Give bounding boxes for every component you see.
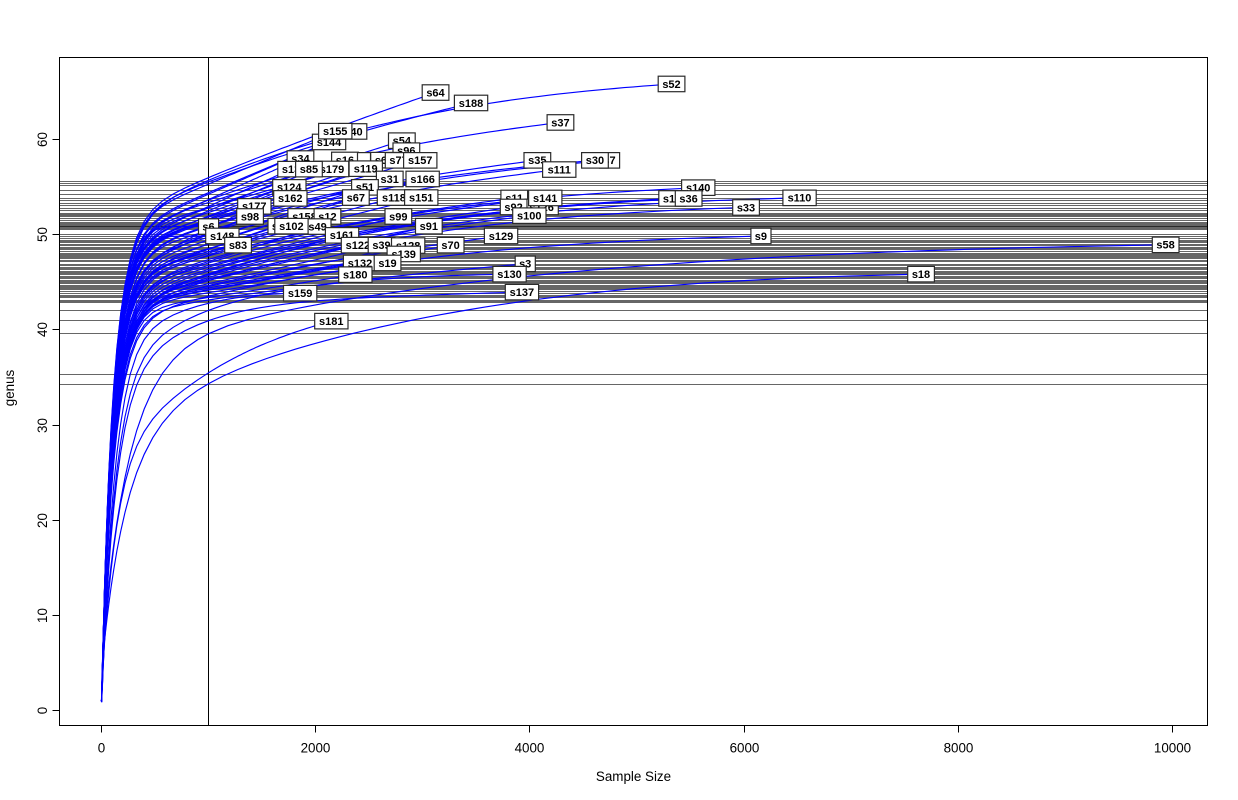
svg-text:s33: s33 (737, 202, 755, 214)
svg-text:30: 30 (35, 418, 50, 433)
svg-text:s137: s137 (510, 287, 534, 299)
svg-text:s166: s166 (410, 174, 434, 186)
svg-text:s162: s162 (278, 193, 302, 205)
svg-text:s64: s64 (426, 87, 445, 99)
svg-text:2000: 2000 (301, 741, 331, 756)
svg-text:s83: s83 (229, 240, 247, 252)
svg-text:6000: 6000 (730, 741, 760, 756)
svg-text:s129: s129 (489, 231, 513, 243)
svg-text:s9: s9 (755, 231, 767, 243)
svg-text:s119: s119 (354, 164, 378, 176)
svg-text:s141: s141 (533, 193, 557, 205)
svg-text:20: 20 (35, 513, 50, 528)
svg-text:s52: s52 (662, 79, 680, 91)
svg-text:10: 10 (35, 608, 50, 623)
svg-text:s179: s179 (320, 164, 344, 176)
svg-text:s157: s157 (408, 155, 432, 167)
svg-text:10000: 10000 (1154, 741, 1191, 756)
svg-text:s102: s102 (279, 221, 303, 233)
svg-text:s58: s58 (1156, 240, 1174, 252)
svg-text:s180: s180 (343, 270, 367, 282)
svg-text:s151: s151 (409, 193, 433, 205)
svg-text:s37: s37 (551, 117, 569, 129)
svg-text:s39: s39 (372, 240, 390, 252)
svg-text:4000: 4000 (515, 741, 545, 756)
svg-text:s99: s99 (389, 211, 407, 223)
svg-text:s67: s67 (347, 193, 365, 205)
svg-text:s49: s49 (308, 222, 326, 234)
svg-text:s36: s36 (679, 193, 697, 205)
svg-text:s110: s110 (788, 193, 812, 205)
svg-text:40: 40 (35, 322, 50, 337)
svg-text:60: 60 (35, 132, 50, 147)
svg-text:s35: s35 (528, 155, 546, 167)
svg-text:s91: s91 (420, 221, 438, 233)
svg-text:s70: s70 (441, 240, 459, 252)
svg-text:s130: s130 (497, 269, 521, 281)
svg-text:0: 0 (98, 741, 105, 756)
svg-text:s118: s118 (382, 193, 406, 205)
svg-text:0: 0 (35, 707, 50, 714)
svg-text:50: 50 (35, 227, 50, 242)
svg-text:s30: s30 (586, 155, 604, 167)
svg-text:s98: s98 (241, 211, 259, 223)
svg-text:s181: s181 (319, 316, 343, 328)
svg-text:genus: genus (2, 369, 17, 406)
svg-text:s18: s18 (912, 269, 930, 281)
svg-text:s159: s159 (288, 288, 312, 300)
svg-text:Sample Size: Sample Size (596, 769, 671, 784)
svg-text:s122: s122 (346, 240, 370, 252)
svg-text:s188: s188 (459, 98, 483, 110)
svg-text:s100: s100 (517, 211, 541, 223)
svg-text:s31: s31 (381, 174, 399, 186)
svg-text:s85: s85 (300, 164, 318, 176)
svg-text:s111: s111 (548, 164, 571, 176)
svg-text:s19: s19 (378, 258, 396, 270)
svg-text:8000: 8000 (944, 741, 974, 756)
svg-text:s155: s155 (323, 126, 347, 138)
svg-text:s144: s144 (317, 137, 342, 149)
